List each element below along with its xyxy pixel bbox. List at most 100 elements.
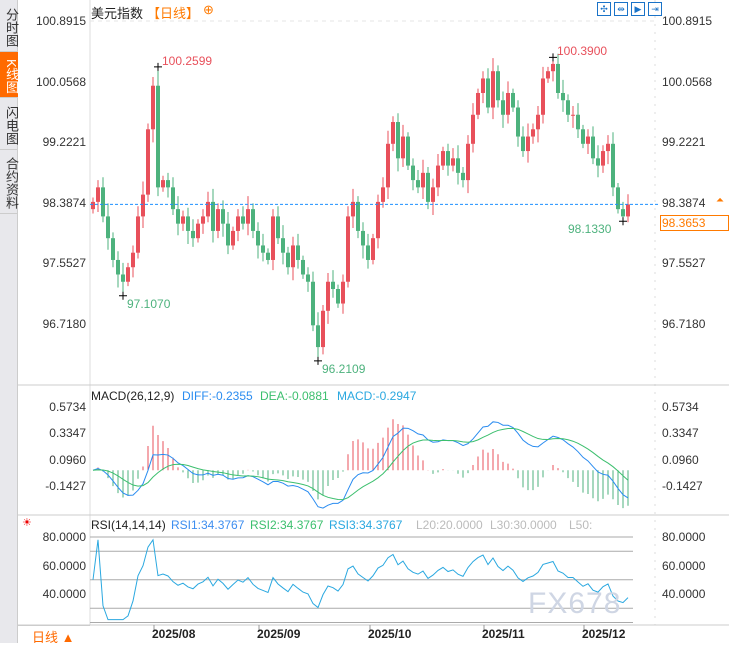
- candle-body: [326, 281, 330, 311]
- candle-body: [491, 71, 495, 108]
- plus-circle-icon[interactable]: ⊕: [203, 2, 214, 17]
- candle-body: [91, 201, 95, 210]
- y-tick-left: 96.7180: [42, 317, 86, 331]
- candle-body: [356, 201, 360, 231]
- rsi2-value: RSI2:34.3767: [250, 518, 324, 532]
- tab-kline[interactable]: K线图: [0, 52, 19, 98]
- candle-body: [626, 204, 630, 217]
- candle-body: [406, 136, 410, 166]
- candle-body: [226, 223, 230, 246]
- candle-body: [321, 310, 325, 348]
- macd-y-tick-left: 0.0960: [49, 452, 86, 467]
- candle-body: [591, 136, 595, 159]
- macd-diff: DIFF:-0.2355: [182, 389, 253, 403]
- tab-intraday[interactable]: 分时图: [0, 0, 19, 52]
- tab-flash[interactable]: 闪电图: [0, 98, 19, 150]
- rsi-y-tick-left: 40.0000: [42, 587, 86, 601]
- candle-body: [181, 216, 185, 224]
- candle-body: [286, 252, 290, 268]
- candle-body: [166, 180, 170, 188]
- candle-body: [216, 209, 220, 231]
- candle-body: [111, 238, 115, 260]
- macd-y-tick-right: 0.0960: [662, 452, 699, 467]
- candle-body: [531, 129, 535, 137]
- macd-value: MACD:-0.2947: [337, 389, 417, 403]
- candle-body: [361, 230, 365, 246]
- y-tick-left: 98.3874: [42, 195, 86, 210]
- extreme-marker: [119, 291, 127, 300]
- candle-body: [161, 180, 165, 188]
- candle-body: [521, 136, 525, 152]
- macd-y-tick-right: 0.5734: [662, 400, 699, 414]
- candle-body: [471, 114, 475, 144]
- tab-contract-info[interactable]: 合约资料: [0, 150, 19, 214]
- x-axis-label: 2025/12: [582, 627, 626, 641]
- candle-body: [236, 216, 240, 231]
- y-tick-right: 96.7180: [662, 317, 706, 331]
- candle-body: [456, 158, 460, 173]
- candle-body: [241, 216, 245, 224]
- extreme-label-low3: 98.1330: [568, 222, 612, 237]
- instrument-title: 美元指数: [91, 6, 144, 21]
- candle-body: [431, 187, 435, 202]
- candle-body: [606, 143, 610, 152]
- macd-y-tick-right: 0.3347: [662, 426, 699, 441]
- candle-body: [436, 165, 440, 188]
- candle-body: [306, 274, 310, 282]
- candle-body: [461, 172, 465, 181]
- candle-body: [131, 252, 135, 268]
- play-forward-icon[interactable]: ▶: [631, 2, 645, 16]
- extreme-label-high1: 100.2599: [162, 53, 213, 68]
- rsi-y-tick-right: 40.0000: [662, 587, 706, 601]
- candle-body: [401, 136, 405, 159]
- candle-body: [381, 187, 385, 202]
- candle-body: [351, 201, 355, 217]
- candle-body: [576, 114, 580, 130]
- extreme-label-low1: 97.1070: [127, 296, 171, 311]
- candle-body: [336, 289, 340, 304]
- candle-body: [276, 216, 280, 239]
- y-tick-left: 97.5527: [42, 256, 86, 271]
- candle-body: [191, 230, 195, 239]
- candle-body: [556, 63, 560, 93]
- candle-body: [601, 151, 605, 166]
- candle-body: [316, 325, 320, 348]
- rsi-y-tick-right: 80.0000: [662, 530, 706, 544]
- candle-body: [571, 114, 575, 116]
- jump-end-icon[interactable]: ⇥: [648, 2, 662, 16]
- x-axis-label: 2025/09: [257, 627, 301, 641]
- candle-body: [246, 209, 250, 224]
- candle-body: [171, 187, 175, 210]
- candle-body: [536, 114, 540, 130]
- candle-body: [251, 209, 255, 231]
- candle-body: [511, 92, 515, 108]
- macd-diff-line: [92, 421, 629, 509]
- l20-value: L20:20.0000: [416, 518, 483, 532]
- settings-sun-icon[interactable]: ☀: [22, 517, 32, 529]
- period-selector[interactable]: 日线 ▲: [18, 625, 90, 645]
- candle-body: [616, 187, 620, 210]
- candle-body: [496, 71, 500, 101]
- candle-body: [106, 216, 110, 239]
- candle-body: [446, 151, 450, 166]
- candle-body: [291, 245, 295, 268]
- candle-body: [196, 223, 200, 239]
- zoom-range-icon[interactable]: ⇹: [614, 2, 628, 16]
- double-chevron-up-icon[interactable]: ⏶: [716, 195, 724, 206]
- candle-body: [451, 158, 455, 166]
- candle-body: [541, 78, 545, 115]
- crosshair-icon[interactable]: ✣: [597, 2, 611, 16]
- candle-body: [146, 129, 150, 195]
- candle-body: [476, 92, 480, 115]
- y-tick-left: 100.0568: [35, 74, 86, 89]
- candle-body: [426, 172, 430, 202]
- candle-body: [101, 187, 105, 217]
- candle-body: [546, 71, 550, 79]
- extreme-marker: [314, 356, 322, 365]
- candle-body: [186, 216, 190, 231]
- sidebar: 分时图 K线图 闪电图 合约资料: [0, 0, 19, 643]
- candle-body: [121, 274, 125, 282]
- candle-body: [526, 136, 530, 152]
- candle-body: [466, 143, 470, 181]
